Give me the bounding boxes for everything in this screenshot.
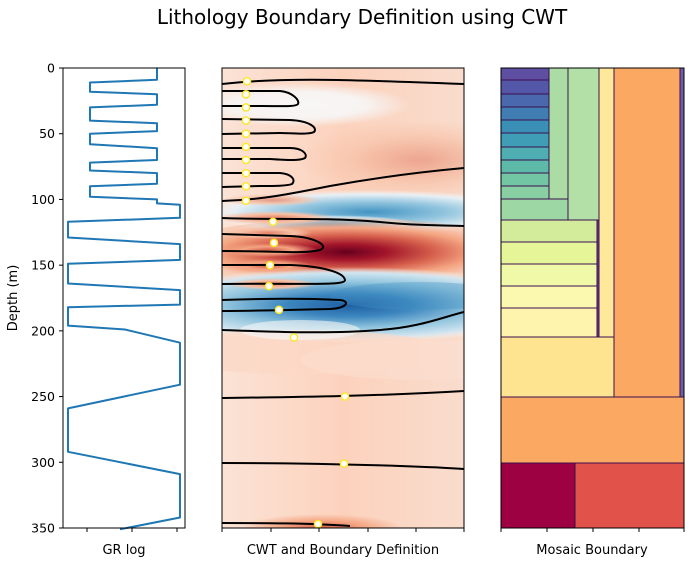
figure-title: Lithology Boundary Definition using CWT	[157, 5, 568, 29]
mosaic-tile	[500, 462, 576, 529]
boundary-marker	[241, 181, 251, 191]
depth-tick-label: 0	[47, 61, 55, 76]
depth-tick-label: 250	[31, 389, 55, 404]
mosaic-tile	[500, 79, 550, 95]
boundary-marker	[241, 103, 251, 112]
gr-log-xlabel: GR log	[102, 543, 145, 558]
boundary-marker	[241, 168, 251, 178]
boundary-marker	[241, 129, 251, 139]
mosaic-tile	[548, 67, 569, 200]
mosaic-tile	[500, 67, 550, 81]
mosaic-tiles	[500, 67, 685, 529]
boundary-markers	[241, 76, 350, 528]
mosaic-xticks	[500, 528, 685, 532]
gr-log-panel: 0 50 100 150 200 250 300 350 GR log Depth (m)	[6, 61, 186, 558]
mosaic-tile	[679, 67, 685, 398]
mosaic-tile	[500, 119, 550, 134]
mosaic-tile	[500, 159, 550, 174]
mosaic-tile	[567, 67, 600, 221]
mosaic-tile	[500, 285, 598, 309]
boundary-marker	[241, 155, 251, 165]
mosaic-tile	[500, 307, 598, 338]
depth-axis-label: Depth (m)	[6, 265, 21, 332]
mosaic-tile	[500, 146, 550, 161]
mosaic-xlabel: Mosaic Boundary	[536, 543, 648, 558]
cwt-contours	[222, 78, 464, 527]
mosaic-tile	[500, 106, 550, 121]
mosaic-tile	[613, 67, 681, 398]
depth-tick-label: 200	[31, 323, 55, 338]
cwt-xlabel: CWT and Boundary Definition	[247, 543, 439, 558]
boundary-marker	[241, 116, 251, 125]
boundary-marker	[242, 76, 252, 86]
mosaic-tile	[500, 263, 598, 287]
boundary-marker	[274, 305, 284, 315]
gr-log-line	[67, 68, 181, 531]
cwt-frame	[221, 67, 465, 529]
depth-axis: 0 50 100 150 200 250 300 350	[31, 61, 63, 536]
mosaic-tile	[500, 219, 598, 243]
depth-tick-label: 100	[31, 192, 55, 207]
boundary-marker	[339, 459, 349, 468]
boundary-marker	[264, 281, 274, 291]
mosaic-tile	[598, 67, 615, 338]
mosaic-tile	[574, 462, 685, 529]
boundary-marker	[241, 196, 251, 206]
mosaic-tile	[500, 185, 550, 200]
mosaic-panel: Mosaic Boundary	[500, 67, 685, 558]
boundary-marker	[340, 392, 350, 401]
mosaic-tile	[500, 93, 550, 108]
depth-tick-label: 150	[31, 258, 55, 273]
gr-log-xticks	[86, 528, 178, 532]
mosaic-tile	[500, 198, 569, 221]
mosaic-tile	[500, 132, 550, 148]
depth-tick-label: 350	[31, 521, 55, 536]
cwt-heatmap	[222, 68, 464, 528]
mosaic-tile	[500, 396, 685, 464]
mosaic-tile	[500, 241, 598, 265]
boundary-marker	[269, 238, 279, 248]
boundary-marker	[241, 142, 251, 152]
mosaic-tile	[500, 172, 550, 187]
boundary-marker	[289, 333, 299, 342]
mosaic-tile	[500, 336, 615, 398]
gr-log-frame	[62, 67, 186, 529]
depth-tick-label: 300	[31, 455, 55, 470]
cwt-panel: CWT and Boundary Definition	[221, 67, 465, 558]
cwt-xticks	[221, 528, 465, 532]
boundary-marker	[241, 89, 251, 99]
boundary-marker	[313, 519, 323, 528]
depth-tick-label: 50	[39, 126, 55, 141]
boundary-marker	[265, 260, 275, 270]
boundary-marker	[268, 217, 278, 227]
